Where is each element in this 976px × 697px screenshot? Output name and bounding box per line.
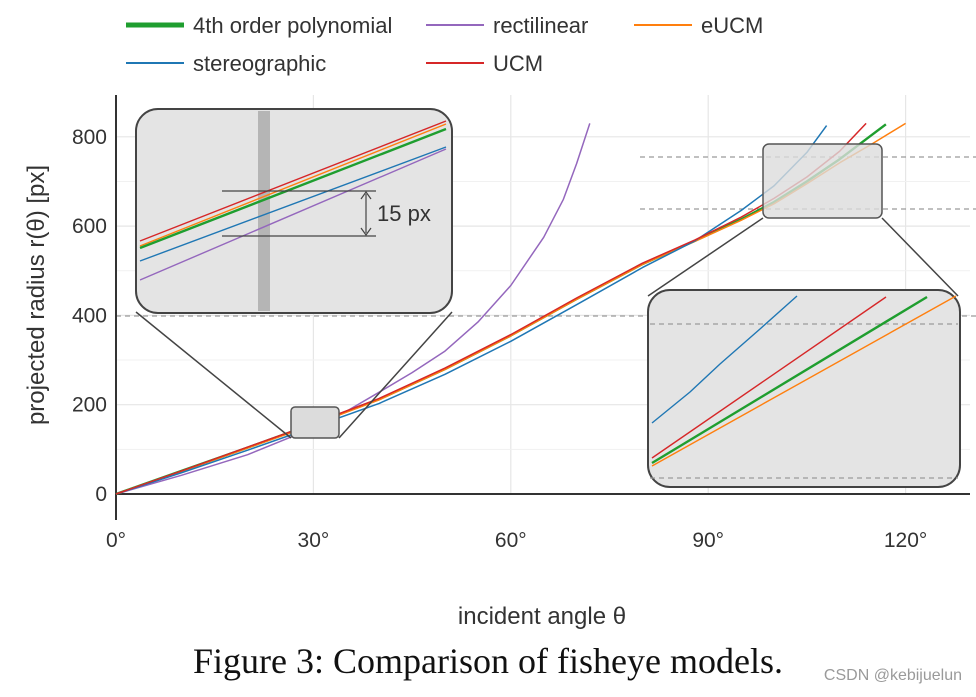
inset-annotation: 15 px: [377, 201, 431, 226]
x-tick-label: 30°: [298, 529, 330, 552]
watermark: CSDN @kebijuelun: [823, 667, 962, 684]
legend-label: rectilinear: [493, 13, 588, 38]
x-tick-label: 60°: [495, 529, 527, 552]
fisheye-chart: 4th order polynomial rectilinear eUCM stere…: [23, 13, 976, 630]
y-tick-label: 200: [72, 394, 107, 417]
arrow-head-up: [360, 190, 372, 200]
zoom-insets: 15 px: [135, 108, 961, 488]
y-axis-label: projected radius r(θ) [px]: [23, 165, 50, 425]
inset-series-line: [139, 146, 447, 262]
x-axis-label: incident angle θ: [458, 603, 626, 630]
zoom-connector-line: [135, 311, 292, 439]
legend-label: UCM: [493, 51, 543, 76]
inset-series-line: [139, 148, 447, 281]
series-line: [115, 123, 591, 495]
zoom-connector-line: [338, 311, 453, 439]
legend-label: eUCM: [701, 13, 763, 38]
zoom-source-box-right: [762, 143, 883, 219]
y-tick-label: 400: [72, 304, 107, 327]
x-tick-label: 0°: [106, 529, 126, 552]
zoom-reference-lines: [116, 156, 976, 317]
x-tick-label: 90°: [692, 529, 724, 552]
y-tick-label: 0: [95, 483, 107, 506]
inset-series-line: [139, 127, 447, 250]
inset-vertical-band: [258, 111, 270, 311]
inset-series-line: [651, 295, 957, 467]
zoom-source-box-left: [290, 406, 340, 439]
inset-series-line: [139, 120, 447, 242]
y-tick-label: 800: [72, 126, 107, 149]
inset-series-line: [139, 123, 447, 247]
zoom-inset-right: [647, 289, 961, 488]
legend-label: 4th order polynomial: [193, 13, 392, 38]
zoom-connector-line: [647, 217, 764, 297]
inset-series-line: [651, 295, 928, 465]
axes: 0° 30° 60° 90° 120° 0 200 400 600 800: [72, 95, 970, 552]
y-tick-label: 600: [72, 215, 107, 238]
legend: 4th order polynomial rectilinear eUCM stere…: [126, 13, 763, 76]
zoom-connector-line: [881, 217, 959, 297]
arrow-head-down: [360, 227, 372, 237]
figure-caption: Figure 3: Comparison of fisheye models.: [193, 641, 783, 681]
legend-label: stereographic: [193, 51, 326, 76]
x-tick-label: 120°: [884, 529, 927, 552]
inset-series-line: [651, 296, 887, 459]
zoom-inset-left: [135, 108, 453, 314]
inset-series-line: [651, 295, 798, 424]
